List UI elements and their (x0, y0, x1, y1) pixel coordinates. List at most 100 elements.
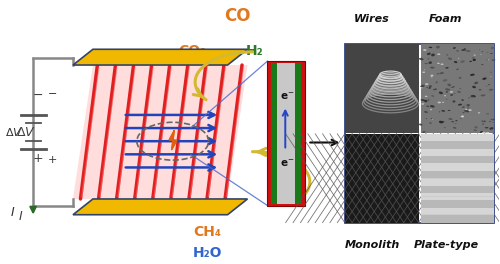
Ellipse shape (489, 89, 493, 91)
Ellipse shape (481, 64, 484, 65)
Text: H₂: H₂ (246, 44, 264, 58)
Ellipse shape (470, 74, 474, 76)
Ellipse shape (472, 57, 474, 58)
Bar (344, 134, 418, 223)
Ellipse shape (482, 121, 484, 122)
Ellipse shape (472, 95, 476, 97)
Ellipse shape (490, 127, 494, 130)
Ellipse shape (482, 78, 486, 80)
Circle shape (430, 76, 433, 77)
Ellipse shape (426, 106, 430, 107)
Text: +: + (33, 152, 43, 165)
Ellipse shape (487, 52, 488, 53)
Bar (420, 134, 494, 223)
Circle shape (430, 109, 432, 110)
Ellipse shape (488, 84, 490, 85)
Ellipse shape (431, 54, 435, 56)
Ellipse shape (474, 126, 478, 129)
Ellipse shape (478, 89, 482, 90)
Ellipse shape (448, 110, 450, 111)
Bar (420, 200, 494, 208)
Ellipse shape (424, 100, 427, 102)
Text: CO: CO (224, 7, 251, 25)
Ellipse shape (430, 118, 432, 119)
Ellipse shape (448, 58, 452, 60)
Ellipse shape (492, 122, 494, 123)
Ellipse shape (430, 105, 434, 107)
Bar (344, 44, 494, 223)
Ellipse shape (484, 127, 488, 128)
Ellipse shape (457, 91, 461, 93)
Ellipse shape (454, 93, 456, 94)
Text: Plate-type: Plate-type (414, 240, 478, 250)
Ellipse shape (444, 127, 446, 128)
Text: +: + (48, 155, 58, 164)
Text: CH₄: CH₄ (194, 225, 222, 239)
Ellipse shape (456, 69, 459, 70)
Ellipse shape (460, 118, 462, 119)
Ellipse shape (442, 79, 448, 82)
Bar (420, 215, 494, 223)
Circle shape (425, 96, 428, 97)
Ellipse shape (419, 124, 422, 126)
Ellipse shape (428, 100, 430, 101)
Ellipse shape (446, 91, 448, 93)
Ellipse shape (462, 99, 464, 101)
Circle shape (440, 63, 444, 65)
Ellipse shape (430, 67, 435, 69)
Ellipse shape (474, 82, 478, 84)
Ellipse shape (429, 122, 432, 124)
Ellipse shape (453, 127, 456, 129)
Bar (271, 63, 278, 204)
Text: e$^{-}$: e$^{-}$ (280, 158, 294, 169)
Bar (295, 63, 302, 204)
Ellipse shape (482, 123, 484, 125)
Circle shape (482, 132, 486, 134)
Ellipse shape (456, 50, 458, 52)
Bar (420, 156, 494, 163)
Bar (420, 178, 494, 186)
Ellipse shape (428, 85, 432, 88)
Ellipse shape (480, 131, 483, 133)
Ellipse shape (472, 86, 476, 88)
Ellipse shape (460, 60, 465, 63)
Text: $\Delta V$: $\Delta V$ (16, 125, 36, 139)
Ellipse shape (454, 61, 458, 63)
Ellipse shape (472, 58, 474, 59)
Ellipse shape (490, 53, 492, 54)
Ellipse shape (458, 77, 462, 79)
Circle shape (437, 63, 440, 64)
Ellipse shape (455, 123, 456, 124)
Circle shape (430, 75, 434, 76)
Bar (278, 63, 295, 204)
Circle shape (468, 109, 471, 111)
Ellipse shape (428, 87, 431, 89)
Ellipse shape (460, 88, 461, 89)
Ellipse shape (446, 54, 448, 56)
Ellipse shape (453, 47, 456, 49)
Ellipse shape (472, 59, 476, 61)
Ellipse shape (482, 51, 484, 52)
Ellipse shape (466, 50, 471, 52)
Circle shape (450, 91, 453, 93)
Ellipse shape (486, 113, 490, 115)
Ellipse shape (466, 104, 470, 106)
Ellipse shape (480, 95, 486, 96)
Bar (344, 44, 418, 133)
Ellipse shape (462, 106, 465, 108)
Ellipse shape (490, 89, 494, 90)
Ellipse shape (436, 82, 438, 83)
Circle shape (462, 115, 464, 117)
Bar (420, 193, 494, 200)
Ellipse shape (420, 85, 424, 87)
Text: H₂O: H₂O (193, 246, 222, 260)
Ellipse shape (474, 129, 476, 131)
Circle shape (423, 49, 426, 51)
Ellipse shape (424, 111, 428, 113)
Ellipse shape (461, 49, 466, 51)
Circle shape (422, 103, 424, 105)
Text: $I$: $I$ (10, 206, 15, 219)
Ellipse shape (486, 59, 488, 60)
Ellipse shape (436, 81, 438, 82)
Ellipse shape (448, 118, 452, 120)
